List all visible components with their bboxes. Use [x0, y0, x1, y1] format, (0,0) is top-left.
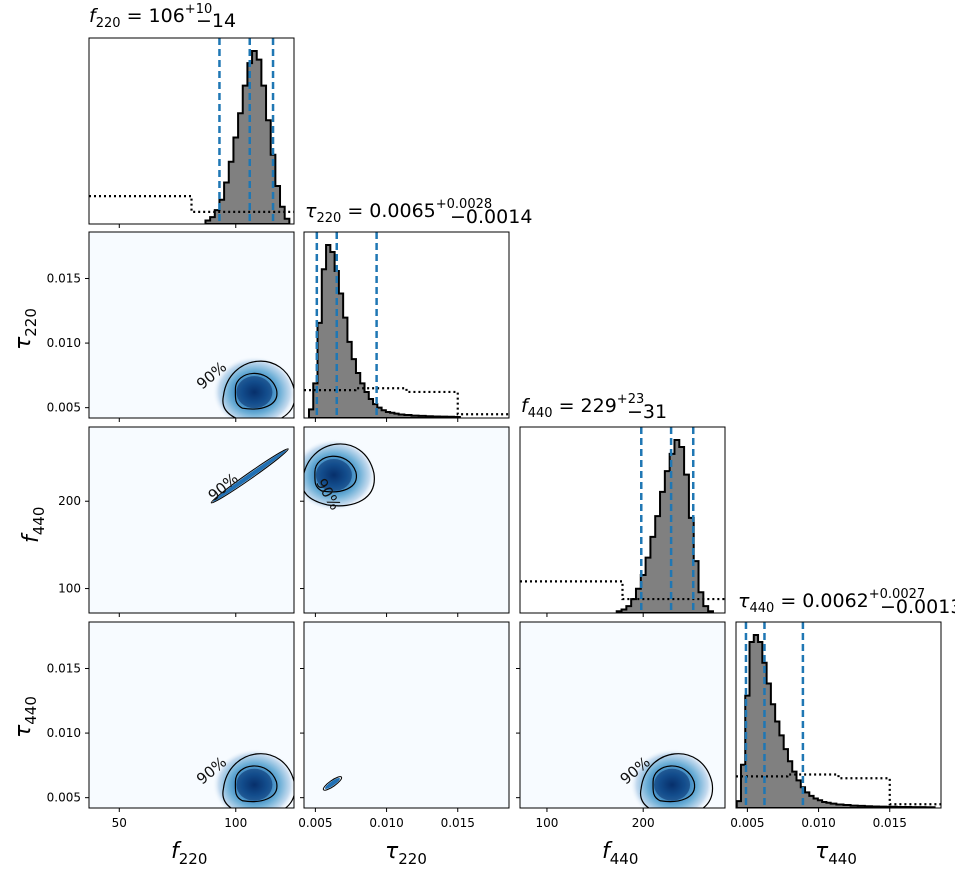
svg-text:f440 = 229+23: f440 = 229+23	[521, 392, 644, 421]
xtick-label-f220: 100	[224, 816, 247, 830]
ytick-label-tau220: 0.015	[47, 272, 81, 286]
ytick-label-f440: 200	[58, 494, 81, 508]
title-f220: f220 = 106+10 −14	[89, 2, 236, 32]
frame	[88, 426, 295, 614]
svg-text:−14: −14	[196, 10, 236, 32]
contour-inner	[314, 455, 357, 493]
xtick-label-tau220: 0.010	[369, 816, 403, 830]
svg-text:τ440 = 0.0062+0.0027: τ440 = 0.0062+0.0027	[738, 587, 925, 616]
density-panel-tau440-vs-f220: 90%	[88, 621, 295, 809]
hist-panel-f440	[519, 426, 726, 614]
frame-tau220	[303, 231, 510, 419]
title-tau440: τ440 = 0.0062+0.0027 −0.0013	[738, 587, 955, 618]
ytick-label-tau220: 0.005	[47, 401, 81, 415]
contour-inner	[234, 372, 278, 410]
density-blob	[324, 777, 340, 789]
prior-line-tau220	[304, 387, 509, 416]
xtick-label-tau440: 0.010	[801, 816, 835, 830]
frame	[303, 426, 510, 614]
contour-90	[322, 776, 343, 791]
contour-90	[304, 443, 375, 507]
xtick-label-tau440: 0.005	[730, 816, 764, 830]
contour-90	[210, 448, 289, 504]
xtick-label-f440: 100	[535, 816, 558, 830]
histogram-f220	[204, 50, 291, 224]
density-panel-f440-vs-f220: 90%	[88, 426, 295, 614]
hist-panel-tau220	[303, 231, 510, 419]
ytick-label-tau440: 0.005	[47, 791, 81, 805]
xlabel-f440: f440	[602, 839, 638, 868]
xtick-label-tau220: 0.015	[441, 816, 475, 830]
xtick-label-f220: 50	[112, 816, 127, 830]
ytick-label-f440: 100	[58, 582, 81, 596]
frame	[303, 621, 510, 809]
xlabel-tau220: τ220	[385, 839, 427, 868]
prior-line-tau440	[736, 773, 941, 806]
density-panel-tau440-vs-tau220	[303, 621, 510, 809]
density-bg	[89, 427, 294, 613]
xlabel-f220: f220	[171, 839, 207, 868]
density-blob	[212, 450, 287, 502]
svg-text:τ220 = 0.0065+0.0028: τ220 = 0.0065+0.0028	[305, 197, 492, 226]
histogram-f440	[615, 439, 714, 613]
density-panel-f440-vs-tau220: 90%	[303, 426, 510, 614]
hist-panel-f220	[88, 37, 295, 225]
contour-90	[222, 360, 294, 418]
svg-text:−31: −31	[627, 401, 667, 423]
ytick-label-tau440: 0.015	[47, 662, 81, 676]
xtick-label-f440: 200	[632, 816, 655, 830]
ytick-label-tau220: 0.010	[47, 336, 81, 350]
title-f440: f440 = 229+23 −31	[521, 392, 667, 423]
frame-f440	[519, 426, 726, 614]
title-tau220: τ220 = 0.0065+0.0028 −0.0014	[305, 197, 532, 228]
frame	[519, 621, 726, 809]
prior-line-f220	[89, 195, 294, 214]
density-core	[315, 459, 352, 492]
svg-text:f220 = 106+10: f220 = 106+10	[89, 2, 212, 31]
contour-inner	[652, 765, 696, 803]
density-panel-tau440-vs-f440: 90%	[519, 621, 726, 809]
ytick-label-tau440: 0.010	[47, 726, 81, 740]
density-core	[654, 768, 691, 801]
frame-tau440	[735, 621, 942, 809]
frame	[88, 621, 295, 809]
ylabel-f440: f440	[19, 507, 48, 543]
prior-line-f440	[520, 580, 725, 601]
contour-inner	[234, 765, 278, 803]
xtick-label-tau440: 0.015	[873, 816, 907, 830]
histogram-tau220	[307, 244, 461, 418]
svg-text:−0.0014: −0.0014	[450, 206, 532, 228]
histogram-tau440	[736, 634, 936, 808]
density-core	[236, 376, 273, 409]
frame	[88, 231, 295, 419]
hist-panel-tau440	[735, 621, 942, 809]
density-core	[236, 768, 273, 801]
xlabel-tau440: τ440	[815, 839, 857, 868]
xtick-label-tau220: 0.005	[298, 816, 332, 830]
frame-f220	[88, 37, 295, 225]
density-panel-tau220-vs-f220: 90%	[88, 231, 295, 419]
ylabel-tau440: τ440	[11, 696, 40, 738]
ylabel-tau220: τ220	[11, 308, 40, 350]
svg-text:−0.0013: −0.0013	[880, 596, 955, 618]
